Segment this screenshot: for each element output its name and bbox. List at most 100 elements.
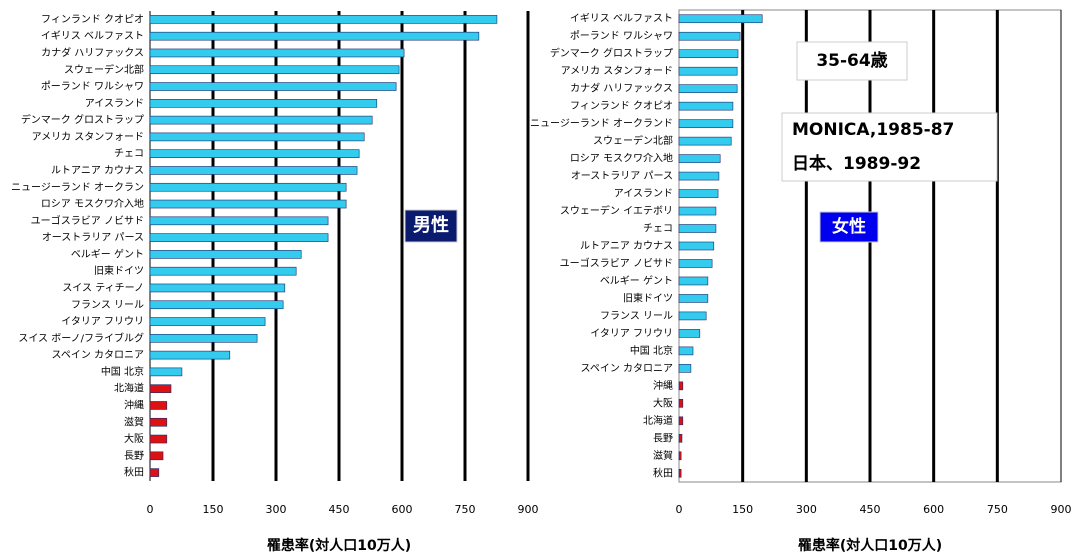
bar [149, 300, 284, 310]
x-tick-label: 900 [1051, 503, 1072, 516]
annotation: 日本、1989-92 [792, 153, 921, 174]
bar [149, 334, 258, 343]
y-tick-label: ベルギー ゲント [600, 275, 673, 287]
y-tick-label: フランス リール [71, 299, 144, 311]
bar [678, 329, 701, 338]
x-tick-label: 900 [518, 503, 539, 516]
y-tick-label: 秋田 [124, 466, 144, 479]
y-tick-label: アイスランド [614, 188, 673, 200]
bar [149, 199, 347, 209]
y-tick-label: 秋田 [653, 466, 673, 479]
x-axis-title: 罹患率(対人口10万人) [798, 537, 942, 554]
y-tick-label: アイスランド [85, 97, 144, 109]
bar [678, 189, 719, 198]
bar [678, 364, 692, 373]
bar [678, 433, 683, 443]
bar [149, 367, 183, 377]
bar [149, 401, 168, 410]
bar [149, 434, 168, 444]
x-tick-label: 0 [147, 503, 154, 516]
annotation-box [404, 209, 458, 243]
y-tick-label: ポーランド ワルシャワ [570, 30, 673, 42]
x-tick-label: 600 [923, 503, 944, 516]
y-tick-label: アメリカ スタンフォード [32, 131, 144, 143]
bar [149, 82, 397, 91]
bar [678, 171, 720, 181]
y-tick-label: ロシア モスクワ介入地 [570, 152, 673, 165]
x-tick-label: 750 [987, 503, 1008, 516]
annotation-box [819, 211, 879, 243]
y-tick-label: イタリア フリウリ [61, 316, 144, 328]
y-tick-label: 沖縄 [124, 398, 144, 411]
y-tick-label: イギリス ベルファスト [41, 30, 144, 42]
y-tick-label: カナダ ハリファックス [41, 46, 144, 59]
bar [678, 451, 682, 461]
y-tick-label: ルトアニア カウナス [580, 240, 673, 252]
y-tick-label: ポーランド ワルシャワ [41, 81, 144, 93]
bar [149, 99, 378, 108]
y-tick-label: ロシア モスクワ介入地 [41, 197, 144, 210]
y-tick-label: スペイン カタロニア [52, 349, 144, 361]
bar [149, 233, 329, 242]
bar [678, 206, 717, 216]
bar [678, 119, 734, 128]
x-tick-label: 300 [266, 503, 287, 516]
y-tick-label: 旧東ドイツ [623, 291, 673, 304]
y-tick-label: 長野 [653, 432, 673, 444]
bar [149, 350, 231, 360]
y-tick-label: フランス リール [600, 310, 673, 322]
bar [678, 381, 684, 391]
bar [678, 311, 707, 321]
y-tick-label: ルトアニア カウナス [51, 164, 144, 176]
annotation: 男性 [413, 214, 449, 236]
y-tick-label: 旧東ドイツ [94, 264, 144, 277]
y-tick-label: スウェーデン北部 [593, 134, 673, 147]
y-tick-label: スイス ボーノ/フライブルグ [18, 331, 144, 344]
bar [149, 317, 266, 326]
bar [678, 31, 741, 41]
bar [149, 417, 168, 427]
y-tick-label: 中国 北京 [101, 365, 144, 378]
bar [678, 49, 739, 59]
x-tick-label: 150 [203, 503, 224, 516]
x-tick-label: 0 [676, 503, 683, 516]
y-tick-label: イタリア フリウリ [590, 327, 673, 339]
bar [149, 48, 405, 58]
bar [149, 468, 160, 477]
bar [149, 451, 164, 461]
bar [149, 384, 172, 393]
y-tick-label: アメリカ スタンフォード [561, 65, 673, 77]
y-tick-label: 滋賀 [124, 415, 144, 428]
bar [678, 66, 738, 76]
y-tick-label: ユーゴスラビア ノビサド [31, 214, 144, 227]
y-tick-label: スウェーデン イエテボリ [560, 204, 673, 217]
x-tick-label: 450 [329, 503, 350, 516]
bar [149, 65, 400, 75]
x-tick-label: 600 [392, 503, 413, 516]
bar [678, 136, 732, 146]
bar [678, 101, 734, 111]
bar [149, 266, 297, 276]
y-tick-label: オーストラリア パース [42, 232, 144, 244]
y-tick-label: フィンランド クオピオ [41, 13, 144, 25]
y-tick-label: チェコ [643, 223, 673, 235]
x-tick-label: 750 [455, 503, 476, 516]
bar [149, 216, 329, 226]
y-tick-label: ニュージーランド オークラン [11, 181, 144, 193]
bar [678, 14, 763, 24]
y-tick-label: スウェーデン北部 [64, 63, 144, 76]
y-tick-label: 大阪 [653, 396, 673, 409]
bar [149, 250, 302, 259]
y-tick-label: デンマーク グロストラップ [550, 47, 673, 60]
bar [678, 224, 717, 233]
annotation-box [781, 112, 998, 182]
x-axis-title: 罹患率(対人口10万人) [267, 537, 411, 554]
bar [149, 283, 286, 293]
bar [678, 416, 684, 426]
y-tick-label: 滋賀 [653, 449, 673, 462]
bar [149, 166, 358, 175]
bar [678, 399, 684, 408]
bar [149, 31, 480, 41]
bar [678, 346, 694, 356]
